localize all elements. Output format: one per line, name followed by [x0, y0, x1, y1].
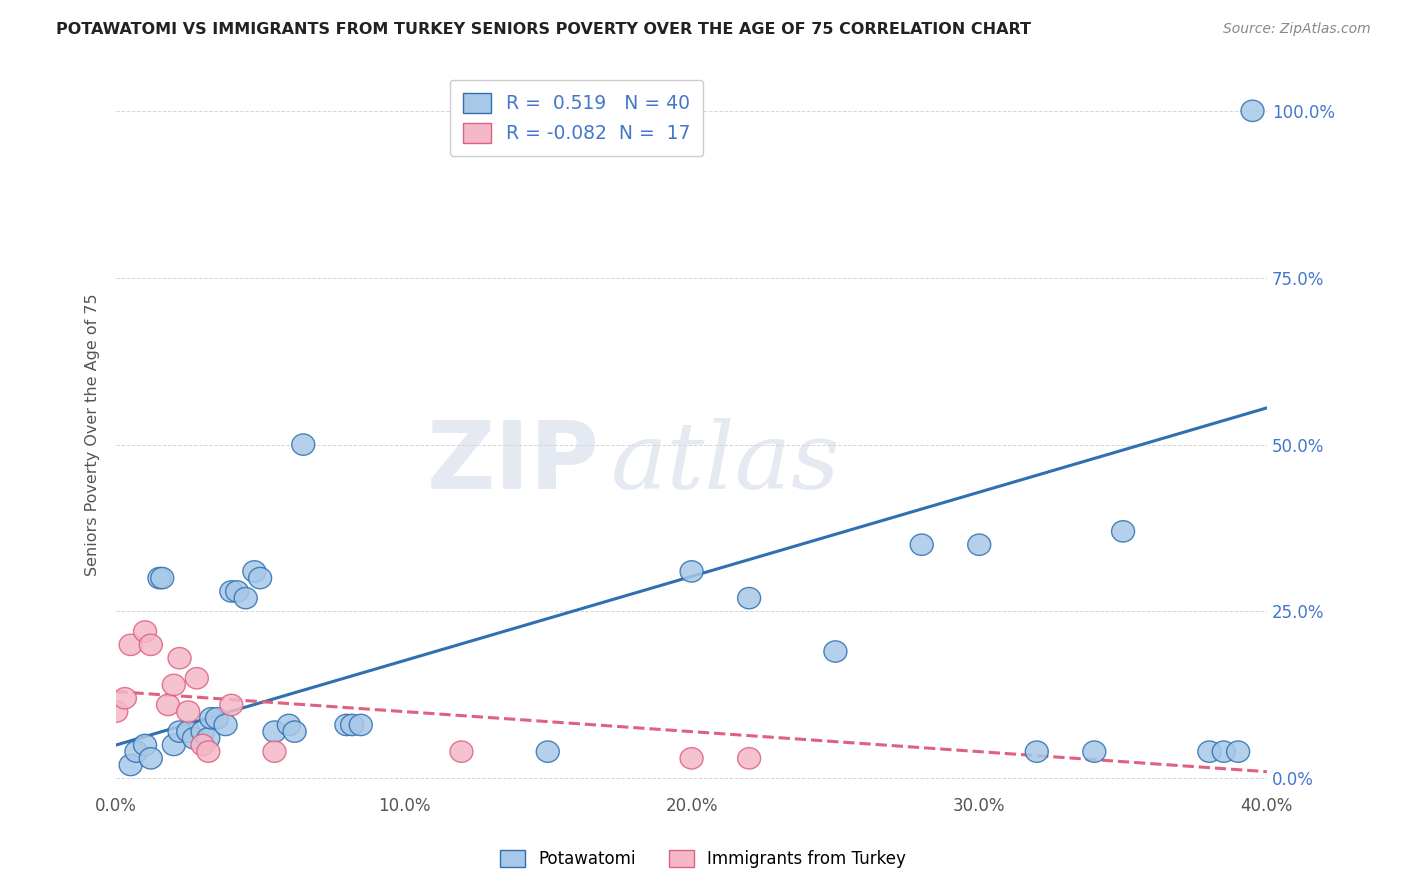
- Ellipse shape: [177, 701, 200, 723]
- Legend: Potawatomi, Immigrants from Turkey: Potawatomi, Immigrants from Turkey: [494, 843, 912, 875]
- Ellipse shape: [162, 734, 186, 756]
- Ellipse shape: [162, 674, 186, 696]
- Ellipse shape: [1083, 741, 1105, 763]
- Ellipse shape: [235, 588, 257, 609]
- Ellipse shape: [219, 581, 243, 602]
- Text: Source: ZipAtlas.com: Source: ZipAtlas.com: [1223, 22, 1371, 37]
- Y-axis label: Seniors Poverty Over the Age of 75: Seniors Poverty Over the Age of 75: [86, 293, 100, 576]
- Ellipse shape: [125, 741, 148, 763]
- Ellipse shape: [120, 634, 142, 656]
- Text: atlas: atlas: [612, 418, 841, 508]
- Ellipse shape: [197, 728, 219, 749]
- Ellipse shape: [205, 707, 228, 729]
- Ellipse shape: [186, 667, 208, 689]
- Ellipse shape: [536, 741, 560, 763]
- Ellipse shape: [197, 741, 219, 763]
- Ellipse shape: [1025, 741, 1049, 763]
- Ellipse shape: [134, 734, 156, 756]
- Ellipse shape: [139, 634, 162, 656]
- Ellipse shape: [335, 714, 359, 736]
- Ellipse shape: [263, 741, 285, 763]
- Ellipse shape: [225, 581, 249, 602]
- Ellipse shape: [169, 648, 191, 669]
- Ellipse shape: [200, 707, 222, 729]
- Ellipse shape: [349, 714, 373, 736]
- Ellipse shape: [340, 714, 364, 736]
- Ellipse shape: [263, 721, 285, 742]
- Text: ZIP: ZIP: [426, 417, 599, 509]
- Ellipse shape: [139, 747, 162, 769]
- Text: POTAWATOMI VS IMMIGRANTS FROM TURKEY SENIORS POVERTY OVER THE AGE OF 75 CORRELAT: POTAWATOMI VS IMMIGRANTS FROM TURKEY SEN…: [56, 22, 1031, 37]
- Ellipse shape: [183, 728, 205, 749]
- Ellipse shape: [169, 721, 191, 742]
- Ellipse shape: [191, 721, 214, 742]
- Ellipse shape: [177, 721, 200, 742]
- Ellipse shape: [249, 567, 271, 589]
- Ellipse shape: [450, 741, 472, 763]
- Ellipse shape: [1112, 521, 1135, 542]
- Ellipse shape: [738, 747, 761, 769]
- Ellipse shape: [1212, 741, 1236, 763]
- Ellipse shape: [291, 434, 315, 455]
- Ellipse shape: [910, 534, 934, 556]
- Ellipse shape: [1241, 100, 1264, 121]
- Ellipse shape: [134, 621, 156, 642]
- Ellipse shape: [214, 714, 238, 736]
- Ellipse shape: [1198, 741, 1220, 763]
- Ellipse shape: [967, 534, 991, 556]
- Ellipse shape: [105, 701, 128, 723]
- Ellipse shape: [148, 567, 172, 589]
- Ellipse shape: [114, 688, 136, 709]
- Ellipse shape: [243, 561, 266, 582]
- Ellipse shape: [120, 755, 142, 776]
- Ellipse shape: [824, 640, 846, 662]
- Ellipse shape: [150, 567, 174, 589]
- Ellipse shape: [156, 694, 180, 715]
- Ellipse shape: [681, 747, 703, 769]
- Ellipse shape: [191, 734, 214, 756]
- Ellipse shape: [277, 714, 301, 736]
- Ellipse shape: [681, 561, 703, 582]
- Ellipse shape: [219, 694, 243, 715]
- Ellipse shape: [1226, 741, 1250, 763]
- Ellipse shape: [738, 588, 761, 609]
- Ellipse shape: [283, 721, 307, 742]
- Legend: R =  0.519   N = 40, R = -0.082  N =  17: R = 0.519 N = 40, R = -0.082 N = 17: [450, 79, 703, 156]
